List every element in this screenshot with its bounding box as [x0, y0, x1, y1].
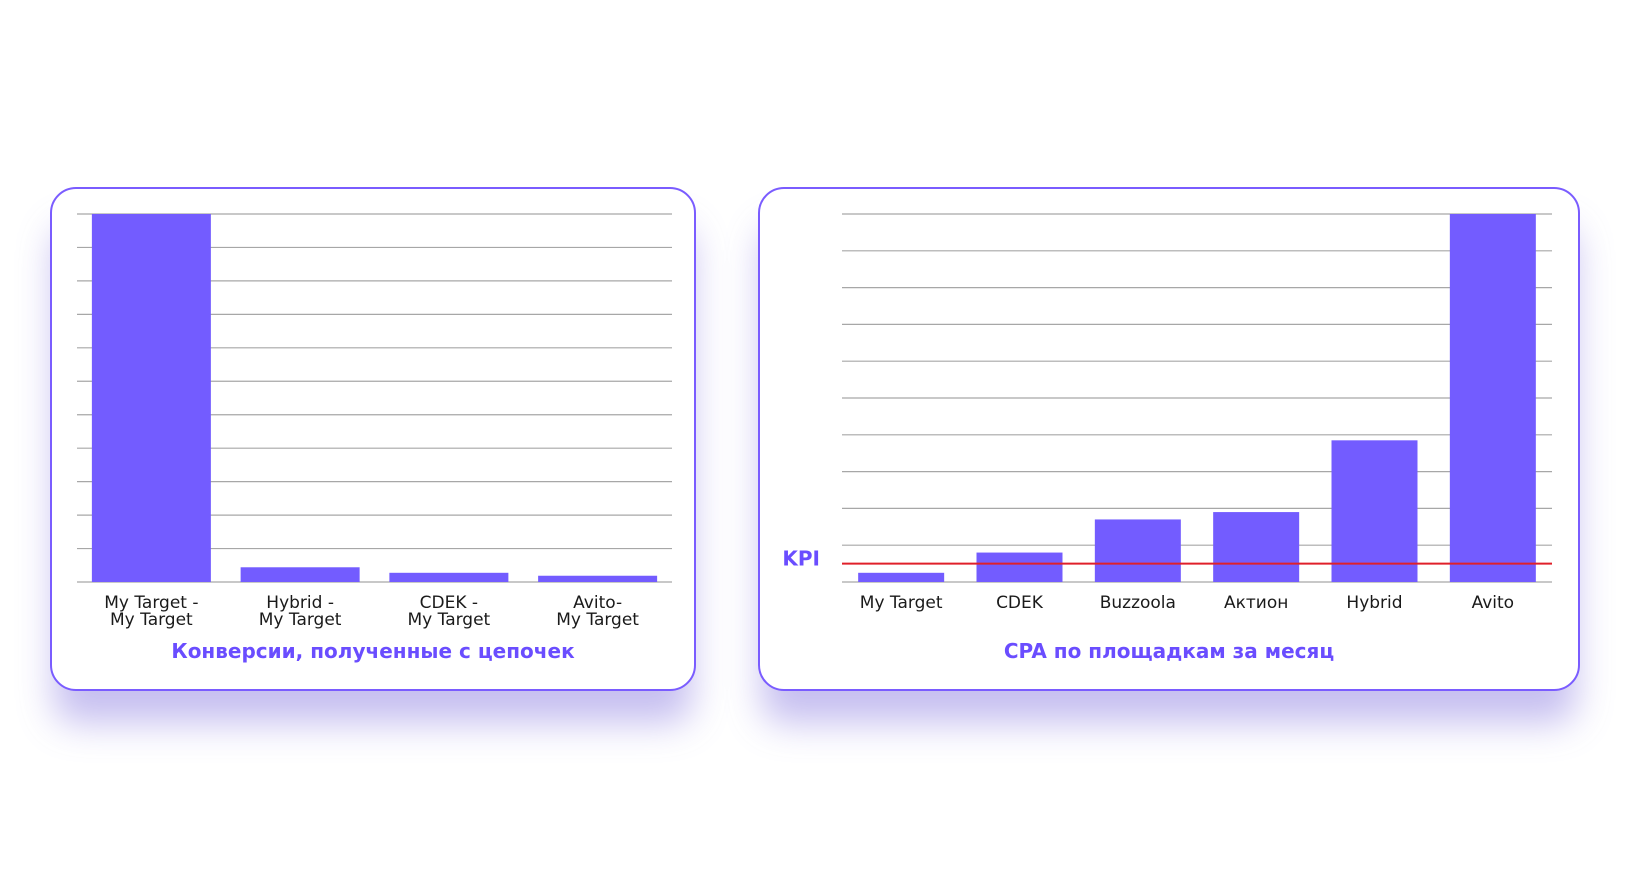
- x-tick-label: My Target: [860, 593, 943, 613]
- bar: [1449, 214, 1536, 582]
- x-tick-label: Avito: [1472, 593, 1514, 613]
- x-tick-label: My Target: [110, 610, 193, 630]
- kpi-label: KPI: [782, 547, 820, 571]
- bar: [858, 572, 945, 582]
- bar: [1213, 512, 1300, 582]
- bar: [538, 575, 658, 582]
- chart-title-conversions: Конверсии, полученные с цепочек: [171, 639, 575, 663]
- x-tick-label: My Target: [259, 610, 342, 630]
- x-tick-label: My Target: [556, 610, 639, 630]
- x-tick-label: My Target -: [104, 593, 198, 613]
- x-tick-label: Hybrid -: [266, 593, 334, 613]
- cpa-bar-chart: My Target CDEK Buzzoola Актион Hybrid Avito KP…: [782, 213, 1552, 613]
- bar: [91, 214, 211, 582]
- chart-title-cpa: CPA по площадкам за месяц: [1003, 639, 1335, 663]
- chart-card-conversions: My Target - My Target Hybrid - My Target CDE…: [50, 187, 696, 691]
- x-tick-label: Avito-: [573, 593, 622, 613]
- x-tick-label: CDEK -: [420, 593, 478, 613]
- bar: [1331, 440, 1418, 582]
- x-tick-label: CDEK: [996, 593, 1044, 613]
- chart-card-cpa: My Target CDEK Buzzoola Актион Hybrid Avito KP…: [758, 187, 1580, 691]
- x-tick-label: Buzzoola: [1100, 593, 1176, 613]
- bar: [389, 572, 509, 582]
- bar: [1094, 519, 1181, 582]
- x-tick-label: Hybrid: [1346, 593, 1402, 613]
- x-tick-label: My Target: [408, 610, 491, 630]
- bar: [976, 552, 1063, 582]
- bar: [240, 567, 360, 582]
- x-tick-label: Актион: [1224, 593, 1288, 613]
